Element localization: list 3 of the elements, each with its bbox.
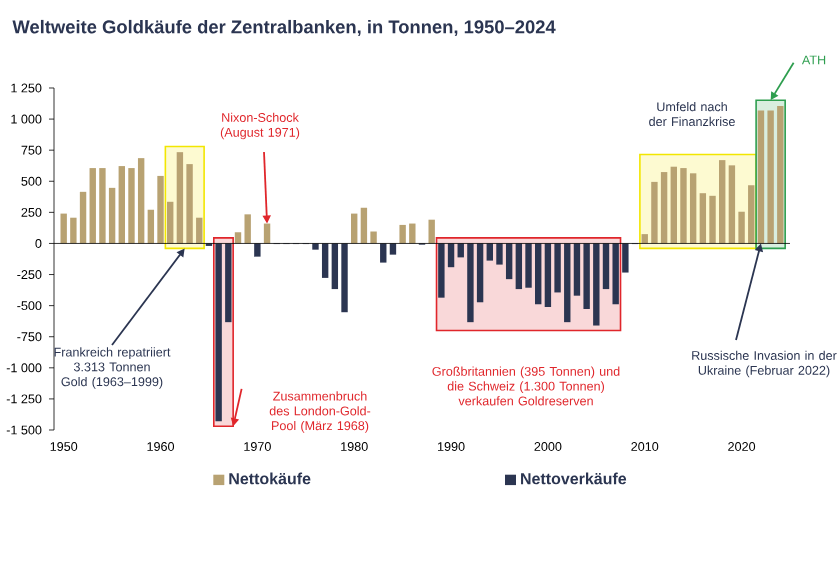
chart-title: Weltweite Goldkäufe der Zentralbanken, in Tonnen, 1950–2024 [12, 19, 556, 37]
legend-label: Nettoverkäufe [521, 472, 627, 485]
legend-label: Nettokäufe [229, 472, 311, 485]
